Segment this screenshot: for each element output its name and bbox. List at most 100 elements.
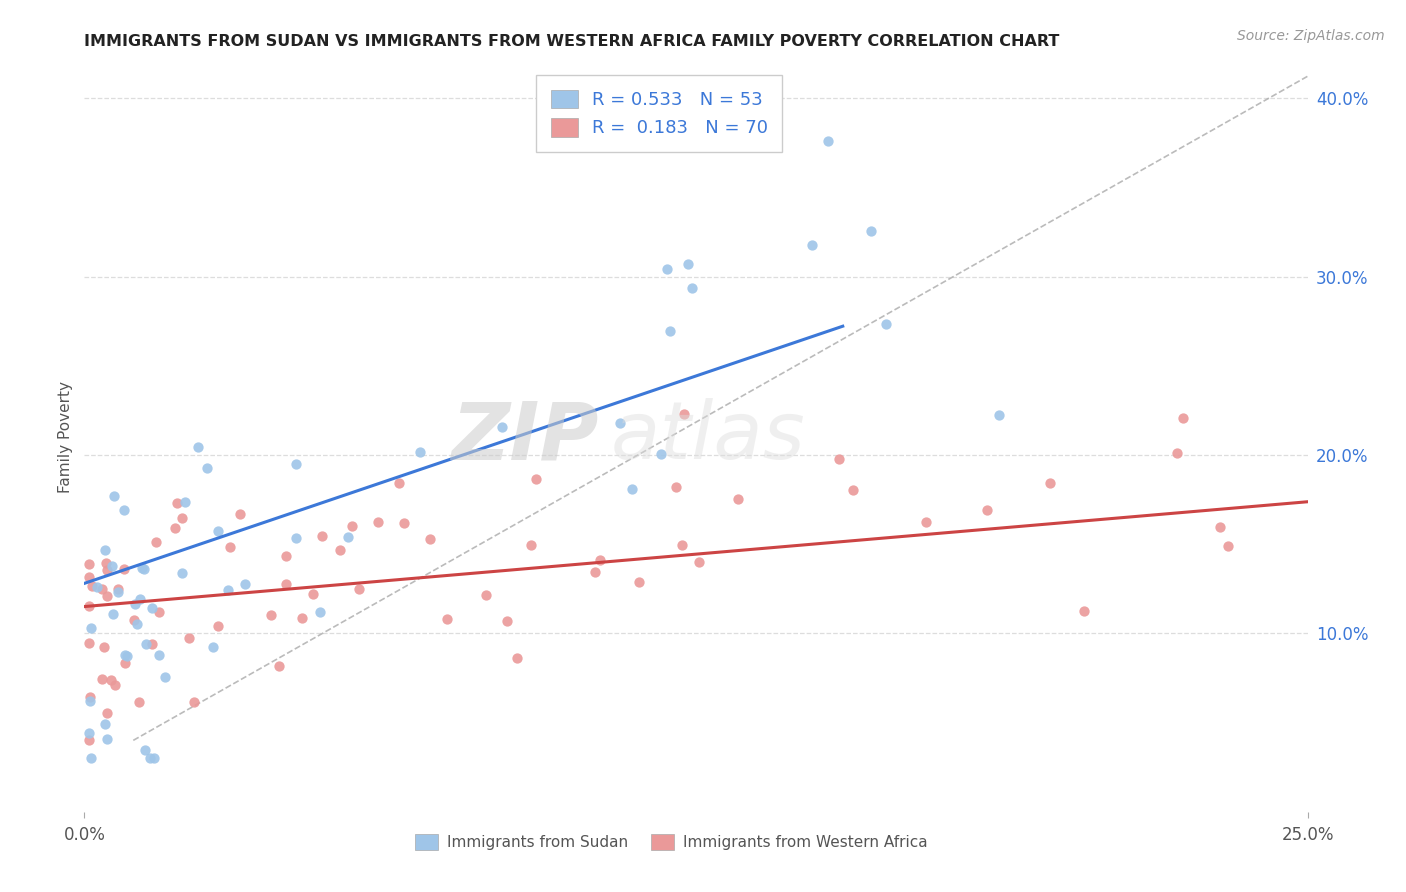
- Point: [672, 407, 695, 421]
- Point: [284, 457, 307, 471]
- Point: [141, 637, 163, 651]
- Point: [101, 607, 124, 621]
- Point: [676, 257, 699, 271]
- Point: [801, 238, 824, 252]
- Text: IMMIGRANTS FROM SUDAN VS IMMIGRANTS FROM WESTERN AFRICA FAMILY POVERTY CORRELATI: IMMIGRANTS FROM SUDAN VS IMMIGRANTS FROM…: [84, 34, 1060, 49]
- Point: [409, 445, 432, 459]
- Point: [145, 534, 167, 549]
- Point: [177, 631, 200, 645]
- Point: [260, 608, 283, 623]
- Point: [650, 447, 672, 461]
- Point: [93, 543, 115, 558]
- Point: [875, 318, 897, 332]
- Point: [657, 262, 679, 277]
- Point: [274, 577, 297, 591]
- Point: [475, 588, 498, 602]
- Y-axis label: Family Poverty: Family Poverty: [58, 381, 73, 493]
- Point: [90, 672, 112, 686]
- Point: [859, 225, 882, 239]
- Text: Source: ZipAtlas.com: Source: ZipAtlas.com: [1237, 29, 1385, 43]
- Point: [107, 584, 129, 599]
- Point: [77, 636, 100, 650]
- Point: [817, 134, 839, 148]
- Point: [77, 599, 100, 613]
- Point: [166, 495, 188, 509]
- Point: [506, 650, 529, 665]
- Point: [127, 616, 149, 631]
- Point: [976, 503, 998, 517]
- Point: [841, 483, 863, 497]
- Point: [290, 611, 312, 625]
- Point: [128, 695, 150, 709]
- Point: [987, 409, 1010, 423]
- Point: [583, 565, 606, 579]
- Point: [153, 670, 176, 684]
- Point: [269, 659, 291, 673]
- Point: [77, 570, 100, 584]
- Point: [207, 619, 229, 633]
- Point: [914, 515, 936, 529]
- Point: [122, 613, 145, 627]
- Point: [100, 673, 122, 687]
- Point: [388, 476, 411, 491]
- Point: [112, 561, 135, 575]
- Point: [143, 751, 166, 765]
- Point: [195, 461, 218, 475]
- Point: [115, 649, 138, 664]
- Point: [665, 480, 688, 494]
- Point: [628, 575, 651, 590]
- Point: [233, 577, 256, 591]
- Point: [114, 656, 136, 670]
- Point: [173, 495, 195, 509]
- Point: [77, 726, 100, 740]
- Point: [727, 491, 749, 506]
- Point: [285, 532, 308, 546]
- Point: [77, 557, 100, 571]
- Point: [134, 743, 156, 757]
- Point: [347, 582, 370, 596]
- Point: [419, 532, 441, 546]
- Point: [80, 751, 103, 765]
- Point: [1166, 446, 1188, 460]
- Point: [1216, 539, 1239, 553]
- Point: [124, 597, 146, 611]
- Point: [276, 549, 298, 563]
- Point: [671, 538, 693, 552]
- Point: [524, 471, 547, 485]
- Point: [129, 591, 152, 606]
- Point: [79, 690, 101, 705]
- Point: [229, 507, 252, 521]
- Point: [96, 556, 118, 570]
- Point: [93, 640, 115, 654]
- Point: [491, 419, 513, 434]
- Point: [217, 583, 239, 598]
- Point: [96, 563, 118, 577]
- Point: [828, 452, 851, 467]
- Point: [1171, 411, 1194, 425]
- Point: [589, 553, 612, 567]
- Point: [132, 561, 155, 575]
- Point: [148, 605, 170, 619]
- Point: [101, 558, 124, 573]
- Point: [79, 694, 101, 708]
- Point: [342, 518, 364, 533]
- Point: [141, 601, 163, 615]
- Point: [620, 482, 643, 496]
- Point: [609, 416, 631, 430]
- Point: [301, 587, 323, 601]
- Point: [170, 566, 193, 580]
- Text: atlas: atlas: [610, 398, 806, 476]
- Point: [311, 529, 333, 543]
- Point: [96, 731, 118, 746]
- Point: [114, 648, 136, 662]
- Point: [138, 751, 160, 765]
- Point: [148, 648, 170, 662]
- Point: [114, 503, 136, 517]
- Point: [107, 582, 129, 596]
- Point: [135, 637, 157, 651]
- Point: [1039, 476, 1062, 491]
- Point: [187, 440, 209, 454]
- Point: [96, 590, 118, 604]
- Point: [94, 717, 117, 731]
- Point: [329, 543, 352, 558]
